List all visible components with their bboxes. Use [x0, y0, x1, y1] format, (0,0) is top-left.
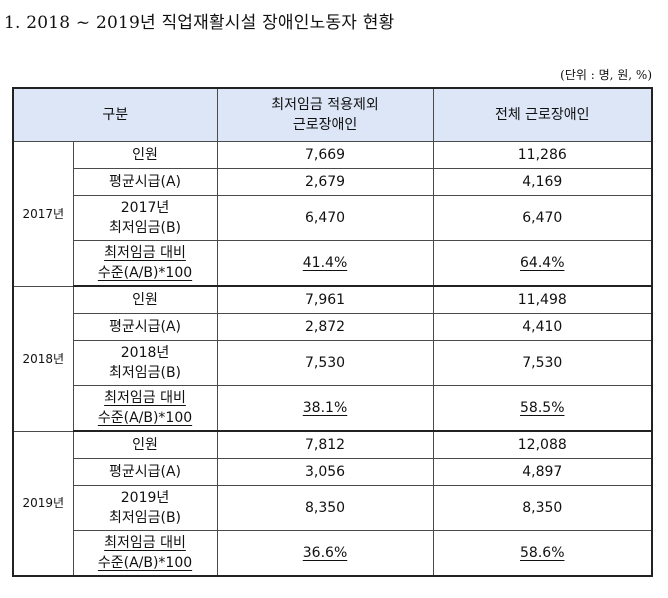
total-avg-wage: 4,169 — [432, 168, 653, 196]
table-row: 2018년 최저임금(B) 7,530 7,530 — [13, 340, 653, 386]
table-row: 평균시급(A) 3,056 4,897 — [13, 458, 653, 486]
exempt-headcount: 7,669 — [216, 141, 434, 169]
total-headcount: 11,498 — [432, 285, 653, 314]
table-row: 2019년 인원 7,812 12,088 — [12, 430, 653, 577]
exempt-min-wage: 7,530 — [216, 340, 434, 386]
header-total-workers: 전체 근로장애인 — [432, 87, 653, 142]
exempt-ratio-value: 36.6% — [302, 545, 348, 561]
exempt-headcount: 7,961 — [216, 285, 434, 314]
exempt-ratio: 38.1% — [216, 385, 434, 432]
total-avg-wage: 4,410 — [432, 313, 653, 341]
total-ratio: 64.4% — [432, 240, 653, 287]
table-row: 최저임금 대비 수준(A/B)*100 38.1% 58.5% — [13, 385, 653, 432]
total-ratio-value: 64.4% — [520, 255, 565, 271]
table-row: 2018년 인원 7,961 11,498 — [12, 285, 653, 432]
total-headcount: 11,286 — [432, 141, 653, 169]
exempt-ratio-value: 41.4% — [302, 255, 348, 271]
table-row: 2017년 최저임금(B) 6,470 6,470 — [13, 195, 653, 241]
row-label-min-wage: 2019년 최저임금(B) — [72, 485, 218, 531]
total-min-wage: 8,350 — [432, 485, 653, 531]
total-ratio: 58.5% — [432, 385, 653, 432]
table-row: 최저임금 대비 수준(A/B)*100 41.4% 64.4% — [13, 240, 653, 287]
min-wage-label: 최저임금(B) — [108, 220, 182, 236]
exempt-avg-wage: 2,872 — [216, 313, 434, 341]
total-ratio: 58.6% — [432, 530, 653, 577]
table-row: 2017년 인원 7,669 11,286 — [12, 141, 653, 287]
row-label-min-wage: 2018년 최저임금(B) — [72, 340, 218, 386]
row-label-ratio: 최저임금 대비 수준(A/B)*100 — [72, 240, 218, 287]
exempt-min-wage: 6,470 — [216, 195, 434, 241]
total-min-wage: 6,470 — [432, 195, 653, 241]
year-cell: 2018년 — [12, 285, 74, 432]
table-row: 평균시급(A) 2,872 4,410 — [13, 313, 653, 341]
header-category: 구분 — [12, 87, 218, 142]
total-min-wage: 7,530 — [432, 340, 653, 386]
total-avg-wage: 4,897 — [432, 458, 653, 486]
exempt-headcount: 7,812 — [216, 430, 434, 459]
total-ratio-value: 58.5% — [520, 400, 565, 416]
exempt-avg-wage: 3,056 — [216, 458, 434, 486]
total-headcount: 12,088 — [432, 430, 653, 459]
year-cell: 2019년 — [12, 430, 74, 577]
header-row: 구분 최저임금 적용제외 근로장애인 전체 근로장애인 — [12, 87, 653, 142]
table-row: 2019년 최저임금(B) 8,350 8,350 — [13, 485, 653, 531]
row-label-ratio: 최저임금 대비 수준(A/B)*100 — [72, 530, 218, 577]
row-label-headcount: 인원 — [72, 141, 218, 169]
exempt-ratio: 36.6% — [216, 530, 434, 577]
row-label-avg-wage: 평균시급(A) — [72, 458, 218, 486]
min-wage-year: 2019년 — [120, 490, 170, 506]
ratio-label-line2: 수준(A/B)*100 — [97, 410, 193, 426]
table-row: 최저임금 대비 수준(A/B)*100 36.6% 58.6% — [13, 530, 653, 577]
ratio-label-line1: 최저임금 대비 — [104, 390, 186, 406]
row-label-headcount: 인원 — [72, 430, 218, 459]
table-row: 평균시급(A) 2,679 4,169 — [13, 168, 653, 196]
ratio-label-line1: 최저임금 대비 — [104, 535, 186, 551]
row-label-avg-wage: 평균시급(A) — [72, 313, 218, 341]
ratio-label-line2: 수준(A/B)*100 — [97, 555, 193, 571]
year-cell: 2017년 — [12, 141, 74, 287]
row-label-headcount: 인원 — [72, 285, 218, 314]
min-wage-label: 최저임금(B) — [108, 365, 182, 381]
exempt-ratio: 41.4% — [216, 240, 434, 287]
min-wage-year: 2018년 — [120, 345, 170, 361]
row-label-avg-wage: 평균시급(A) — [72, 168, 218, 196]
document-title: 1. 2018 ~ 2019년 직업재활시설 장애인노동자 현황 — [4, 13, 395, 33]
ratio-label-line1: 최저임금 대비 — [104, 245, 186, 261]
exempt-avg-wage: 2,679 — [216, 168, 434, 196]
header-exempt-line2: 근로장애인 — [292, 117, 358, 133]
header-exempt-workers: 최저임금 적용제외 근로장애인 — [216, 87, 434, 142]
exempt-ratio-value: 38.1% — [302, 400, 348, 416]
row-label-min-wage: 2017년 최저임금(B) — [72, 195, 218, 241]
min-wage-label: 최저임금(B) — [108, 510, 182, 526]
workers-status-table: 구분 최저임금 적용제외 근로장애인 전체 근로장애인 2017년 인원 7,6… — [12, 87, 654, 577]
unit-note: (단위 : 명, 원, %) — [560, 68, 652, 82]
total-ratio-value: 58.6% — [520, 545, 565, 561]
header-exempt-line1: 최저임금 적용제외 — [271, 97, 379, 113]
min-wage-year: 2017년 — [120, 200, 170, 216]
row-label-ratio: 최저임금 대비 수준(A/B)*100 — [72, 385, 218, 432]
exempt-min-wage: 8,350 — [216, 485, 434, 531]
ratio-label-line2: 수준(A/B)*100 — [97, 265, 193, 281]
